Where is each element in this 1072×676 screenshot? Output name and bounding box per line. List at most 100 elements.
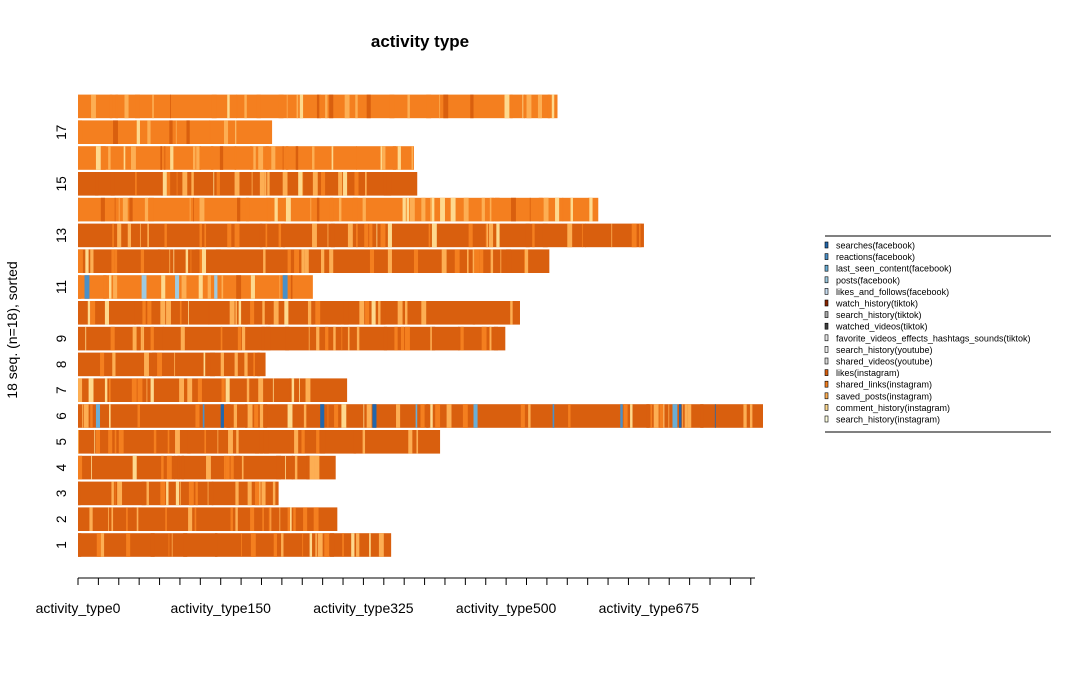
- state-segment: [186, 120, 190, 144]
- state-segment: [161, 455, 164, 480]
- state-segment: [203, 352, 206, 377]
- state-segment: [180, 326, 185, 351]
- state-segment: [485, 223, 487, 248]
- state-segment: [298, 172, 303, 196]
- state-segment: [305, 378, 311, 402]
- state-segment: [144, 352, 149, 377]
- state-segment: [289, 378, 291, 402]
- y-tick-label: 9: [54, 335, 69, 343]
- state-segment: [250, 275, 255, 299]
- state-segment: [481, 326, 487, 351]
- state-segment: [202, 404, 205, 428]
- state-segment: [679, 404, 682, 428]
- legend-entry: watch_history(tiktok): [835, 299, 918, 309]
- state-segment: [241, 533, 242, 557]
- state-segment: [253, 352, 255, 377]
- legend-entry: search_history(youtube): [836, 345, 933, 355]
- state-segment: [329, 249, 334, 273]
- state-segment: [299, 94, 304, 119]
- state-segment: [109, 94, 113, 119]
- state-segment: [199, 249, 202, 273]
- state-segment: [108, 430, 113, 454]
- state-segment: [111, 507, 114, 531]
- y-tick-label: 8: [54, 361, 69, 369]
- legend-entry: reactions(facebook): [836, 252, 915, 262]
- state-segment: [439, 94, 441, 119]
- state-segment: [376, 223, 378, 248]
- state-segment: [170, 146, 174, 170]
- state-segment: [290, 507, 292, 531]
- state-segment: [181, 275, 187, 299]
- state-segment: [78, 197, 80, 222]
- state-segment: [510, 94, 513, 119]
- legend-entry: last_seen_content(facebook): [836, 264, 952, 274]
- state-segment: [207, 481, 209, 506]
- state-segment: [147, 120, 151, 144]
- state-segment: [640, 223, 642, 248]
- state-segment: [351, 533, 355, 557]
- state-segment: [567, 223, 573, 248]
- state-segment: [392, 146, 397, 170]
- sequence-row-12: [78, 249, 550, 273]
- state-segment: [276, 455, 282, 480]
- state-segment: [111, 481, 114, 506]
- state-segment: [380, 223, 386, 248]
- state-segment: [555, 197, 560, 222]
- y-tick-label: 11: [54, 280, 69, 294]
- state-segment: [356, 223, 358, 248]
- state-segment: [137, 378, 143, 402]
- state-segment: [136, 326, 140, 351]
- state-segment: [78, 455, 83, 480]
- state-segment: [298, 378, 300, 402]
- state-segment: [235, 301, 238, 325]
- state-segment: [646, 404, 650, 428]
- state-segment: [259, 223, 263, 248]
- state-segment: [194, 507, 197, 531]
- state-segment: [191, 172, 194, 196]
- state-segment: [90, 249, 94, 273]
- chart-title: activity type: [371, 32, 469, 51]
- state-segment: [118, 430, 124, 454]
- state-segment: [113, 275, 118, 299]
- state-segment: [183, 533, 188, 557]
- sequence-row-1: [78, 533, 392, 557]
- state-segment: [226, 404, 231, 428]
- legend-entry: shared_videos(youtube): [836, 357, 933, 367]
- state-segment: [144, 197, 149, 222]
- state-segment: [369, 249, 375, 273]
- state-segment: [528, 404, 531, 428]
- sequence-bar: [78, 352, 266, 377]
- state-segment: [95, 404, 101, 428]
- state-segment: [188, 507, 193, 531]
- state-segment: [165, 507, 167, 531]
- state-segment: [356, 326, 360, 351]
- state-segment: [110, 172, 115, 196]
- state-segment: [372, 404, 377, 428]
- state-segment: [220, 326, 223, 351]
- state-segment: [714, 404, 716, 428]
- state-segment: [247, 481, 252, 506]
- state-segment: [341, 326, 343, 351]
- state-segment: [369, 223, 373, 248]
- state-segment: [321, 172, 326, 196]
- state-segment: [327, 404, 329, 428]
- state-segment: [287, 249, 291, 273]
- state-segment: [362, 197, 366, 222]
- x-tick-label: activity_type0: [36, 600, 121, 616]
- legend-swatch: [824, 288, 829, 295]
- state-segment: [382, 146, 386, 170]
- state-segment: [117, 481, 123, 506]
- state-segment: [225, 455, 230, 480]
- state-segment: [78, 275, 82, 299]
- state-segment: [286, 94, 288, 119]
- state-segment: [90, 301, 96, 325]
- state-segment: [307, 301, 312, 325]
- state-segment: [254, 481, 260, 506]
- state-segment: [230, 507, 233, 531]
- state-segment: [262, 301, 265, 325]
- state-segment: [263, 404, 268, 428]
- sequence-row-6: [78, 404, 763, 428]
- state-segment: [111, 249, 115, 273]
- state-segment: [262, 507, 264, 531]
- state-segment: [316, 326, 320, 351]
